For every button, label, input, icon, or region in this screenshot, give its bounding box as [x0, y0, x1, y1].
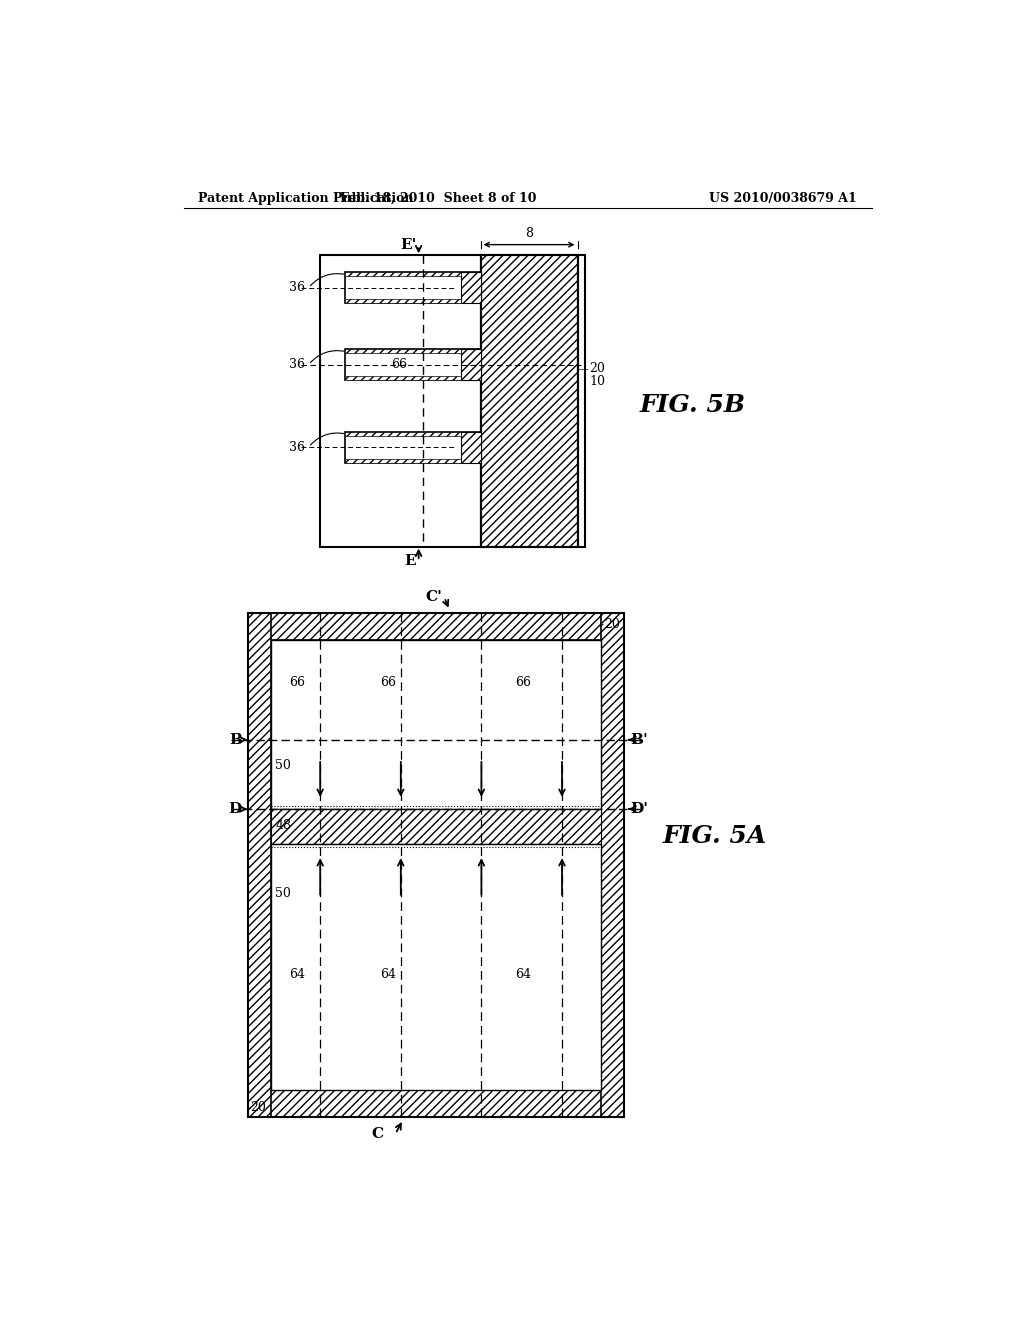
Text: Patent Application Publication: Patent Application Publication	[198, 191, 414, 205]
Text: E': E'	[400, 239, 417, 252]
Bar	[461, 272, 480, 304]
Text: Feb. 18, 2010  Sheet 8 of 10: Feb. 18, 2010 Sheet 8 of 10	[340, 191, 537, 205]
Text: 20: 20	[604, 618, 621, 631]
Text: C: C	[372, 1127, 384, 1140]
Text: B': B'	[630, 733, 648, 747]
Bar	[345, 350, 461, 354]
Bar	[345, 432, 461, 436]
Bar	[345, 300, 461, 304]
Text: 20: 20	[589, 362, 605, 375]
Bar	[480, 255, 578, 548]
Text: E: E	[404, 554, 417, 568]
Text: 20: 20	[251, 1101, 266, 1114]
Bar	[271, 809, 601, 843]
Bar	[461, 432, 480, 462]
Text: 64: 64	[289, 968, 305, 981]
Bar	[271, 640, 601, 809]
Bar	[601, 612, 624, 1117]
Text: FIG. 5A: FIG. 5A	[663, 824, 767, 847]
Text: 48: 48	[275, 820, 291, 833]
Text: D': D'	[630, 803, 648, 816]
Text: 66: 66	[289, 676, 305, 689]
Bar	[248, 612, 271, 1117]
Bar	[480, 255, 578, 548]
Bar	[271, 843, 601, 1090]
Bar	[345, 350, 480, 380]
Text: 66: 66	[515, 676, 531, 689]
Bar	[345, 272, 461, 276]
Text: 8: 8	[525, 227, 534, 240]
Text: 36: 36	[289, 358, 305, 371]
Bar	[248, 612, 624, 1117]
Text: B: B	[229, 733, 242, 747]
Text: 50: 50	[275, 887, 291, 900]
Bar	[578, 255, 586, 548]
Text: 64: 64	[515, 968, 531, 981]
Bar	[321, 255, 480, 548]
Text: US 2010/0038679 A1: US 2010/0038679 A1	[709, 191, 856, 205]
Text: 36: 36	[289, 441, 305, 454]
Text: 50: 50	[275, 759, 291, 772]
Text: C': C'	[425, 590, 442, 605]
Text: 36: 36	[289, 281, 305, 294]
Bar	[248, 1090, 624, 1117]
Bar	[345, 432, 480, 462]
Bar	[248, 612, 624, 640]
Bar	[461, 350, 480, 380]
Bar	[345, 459, 461, 462]
Text: 66: 66	[391, 358, 408, 371]
Text: 66: 66	[380, 676, 396, 689]
Bar	[345, 272, 480, 304]
Bar	[345, 376, 461, 380]
Text: D: D	[228, 803, 242, 816]
Text: 10: 10	[589, 375, 605, 388]
Text: 64: 64	[380, 968, 396, 981]
Text: FIG. 5B: FIG. 5B	[640, 393, 745, 417]
